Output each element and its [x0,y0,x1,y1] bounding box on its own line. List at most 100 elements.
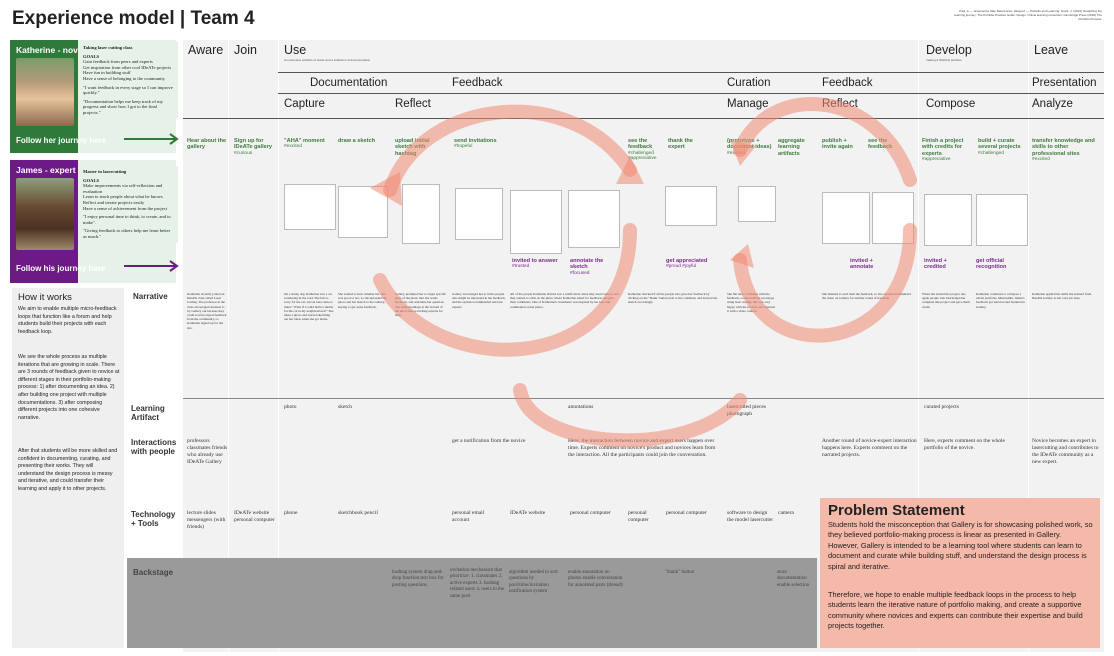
interaction-cell: Novice becomes an expert in lasercutting… [1032,438,1099,465]
tool-cell: sketchbook pencil [338,510,378,516]
novice-action: (prototype + document ideas) #excited [727,138,772,156]
phase-documentation: Documentation [310,77,388,89]
expert-action: invited to answer #trusted [512,258,558,270]
backstage-cell: hashtag system drag-and-drop function te… [392,570,444,588]
problem-statement-panel: Problem Statement Students hold the misc… [820,498,1100,648]
narrative-cell: She listened to each item the feedback, … [822,292,911,301]
tool-cell: personal computer [570,510,611,516]
narrative-cell: Katherine checked if all the people who … [628,292,718,305]
subphase-reflect-2: Reflect [822,98,858,110]
sketch-drawing [338,186,388,238]
how-it-works-paragraph: We aim to enable multiple micro-feedback… [18,306,117,335]
sketch-aha [284,184,336,230]
novice-action: Hear about the gallery [187,138,227,151]
page-title: Experience model | Team 4 [12,8,255,29]
artifact-cell: curated projects [924,404,959,410]
artifact-cell: lasercutted pieces photograph [727,404,766,417]
novice-action: publish + invite again [822,138,853,151]
novice-action: build + curate several projects #challeng… [978,138,1021,156]
narrative-cell: Katherine recently joined an IDeATe clas… [187,292,227,330]
sketch-credits [924,194,972,246]
row-label-interactions: Interactions with people [131,438,177,456]
backstage-cell: invitation mechanism that prioritize: 1.… [450,568,505,599]
persona-notes: Master in lasercutting GOALS Make improv… [80,166,178,243]
avatar-katherine [16,58,74,126]
subphase-capture: Capture [284,98,325,110]
novice-action: Finish a project with credits for expert… [922,138,964,163]
novice-action: transfer knowledge and skills to other p… [1032,138,1095,163]
problem-title: Problem Statement [828,502,965,519]
persona-notes: Taking laser cutting class GOALS Gain fe… [80,42,178,119]
persona-card-james[interactable]: James - expert Master in lasercutting GO… [10,160,178,283]
expert-action: invited + credited [924,258,947,271]
sketch-curate [976,194,1028,246]
references: Paul, A. — Experience Map References; Va… [954,9,1102,21]
avatar-james [16,178,74,250]
tool-cell: camera [778,510,794,516]
novice-action: Sign up for IDeATe gallery #curious [234,138,273,156]
tool-cell: phone [284,510,298,516]
sketch-question [510,190,562,254]
novice-action: thank the expert [668,138,693,151]
interaction-cell: Another round of novice-expert interacti… [822,438,917,458]
narrative-cell: Gallery encouraged her to invite people … [452,292,506,309]
tool-cell: lecture slides messengers (with friends) [187,510,226,530]
sketch-prototype [738,186,776,222]
problem-paragraph: Therefore, we hope to enable multiple fe… [828,590,1083,631]
narrative-cell: Gallery prompted her to target specific … [395,292,447,318]
phase-curation: Curation [727,77,771,89]
tool-cell: personal computer [628,510,649,523]
expert-action: get official recognition [976,258,1007,271]
row-label-narrative: Narrative [133,292,168,301]
sketch-publish [822,192,870,244]
phase-feedback: Feedback [452,77,503,89]
novice-action: upload initial sketch with hashtag [395,138,430,157]
sketch-upload [402,184,440,244]
stage-aware: Aware [188,43,224,57]
backstage-cell: enable annotation on photos enable conve… [568,570,623,588]
expert-action: get appreciated #proud #joyful [666,258,708,270]
backstage-row: Backstage hashtag system drag-and-drop f… [127,558,817,648]
arrow-right-icon [124,260,179,272]
phase-feedback-2: Feedback [822,77,873,89]
subphase-reflect: Reflect [395,98,431,110]
develop-note: making a WHOLE portfolio [926,58,962,62]
subphase-manage: Manage [727,98,769,110]
narrative-cell: Katherine continued to compose a whole p… [976,292,1025,309]
narrative-cell: She wanted to hear whether her idea was … [338,292,387,309]
novice-action: send invitations #hopeful [454,138,497,150]
how-it-works-paragraph: We see the whole process as multiple ite… [18,354,120,421]
interaction-cell: get a notification from the novice [452,438,526,444]
follow-link[interactable]: Follow his journey here [16,264,106,273]
problem-paragraph: Students hold the misconception that Gal… [828,520,1093,571]
backstage-cell: store documentation enable selection [777,570,810,588]
expert-action: invited + annotate [850,258,874,271]
stage-join: Join [234,43,257,57]
novice-action: draw a sketch [338,138,375,144]
tool-cell: IDeATe website [510,510,546,516]
interaction-cell: Here, experts comment on the whole portf… [924,438,1005,451]
artifact-cell: photo [284,404,297,410]
tool-cell: personal computer [666,510,707,516]
tool-cell: personal email account [452,510,485,523]
use-note: An extensive portfolio of works and a co… [284,58,371,62]
artifact-cell: sketch [338,404,353,410]
novice-action: "AHA" moment #excited [284,138,325,150]
novice-action: see the feedback [868,138,893,151]
stage-use: Use [284,43,307,57]
stage-develop: Develop [926,43,972,57]
narrative-cell: Katherine applied the skills she learned… [1032,292,1092,301]
narrative-cell: She felt more confident with the feedbac… [727,292,776,313]
row-label-backstage: Backstage [133,568,174,577]
novice-action: see the feedback #challenged #appreciativ… [628,138,657,161]
interaction-cell: professors classmates friends who alread… [187,438,228,465]
how-it-works-paragraph: After that students will be more skilled… [18,448,118,492]
narrative-cell: When she started the project, she again … [922,292,970,309]
persona-card-katherine[interactable]: Katherine - novice Taking laser cutting … [10,40,178,153]
how-it-works-panel: How it works We aim to enable multiple m… [12,288,124,648]
sketch-feedback [872,192,914,244]
tool-cell: IDeATe website personal computer [234,510,275,523]
expert-action: annotate the sketch #focused [570,258,604,276]
sketch-invite [455,188,503,240]
follow-link[interactable]: Follow her journey here [16,136,107,145]
